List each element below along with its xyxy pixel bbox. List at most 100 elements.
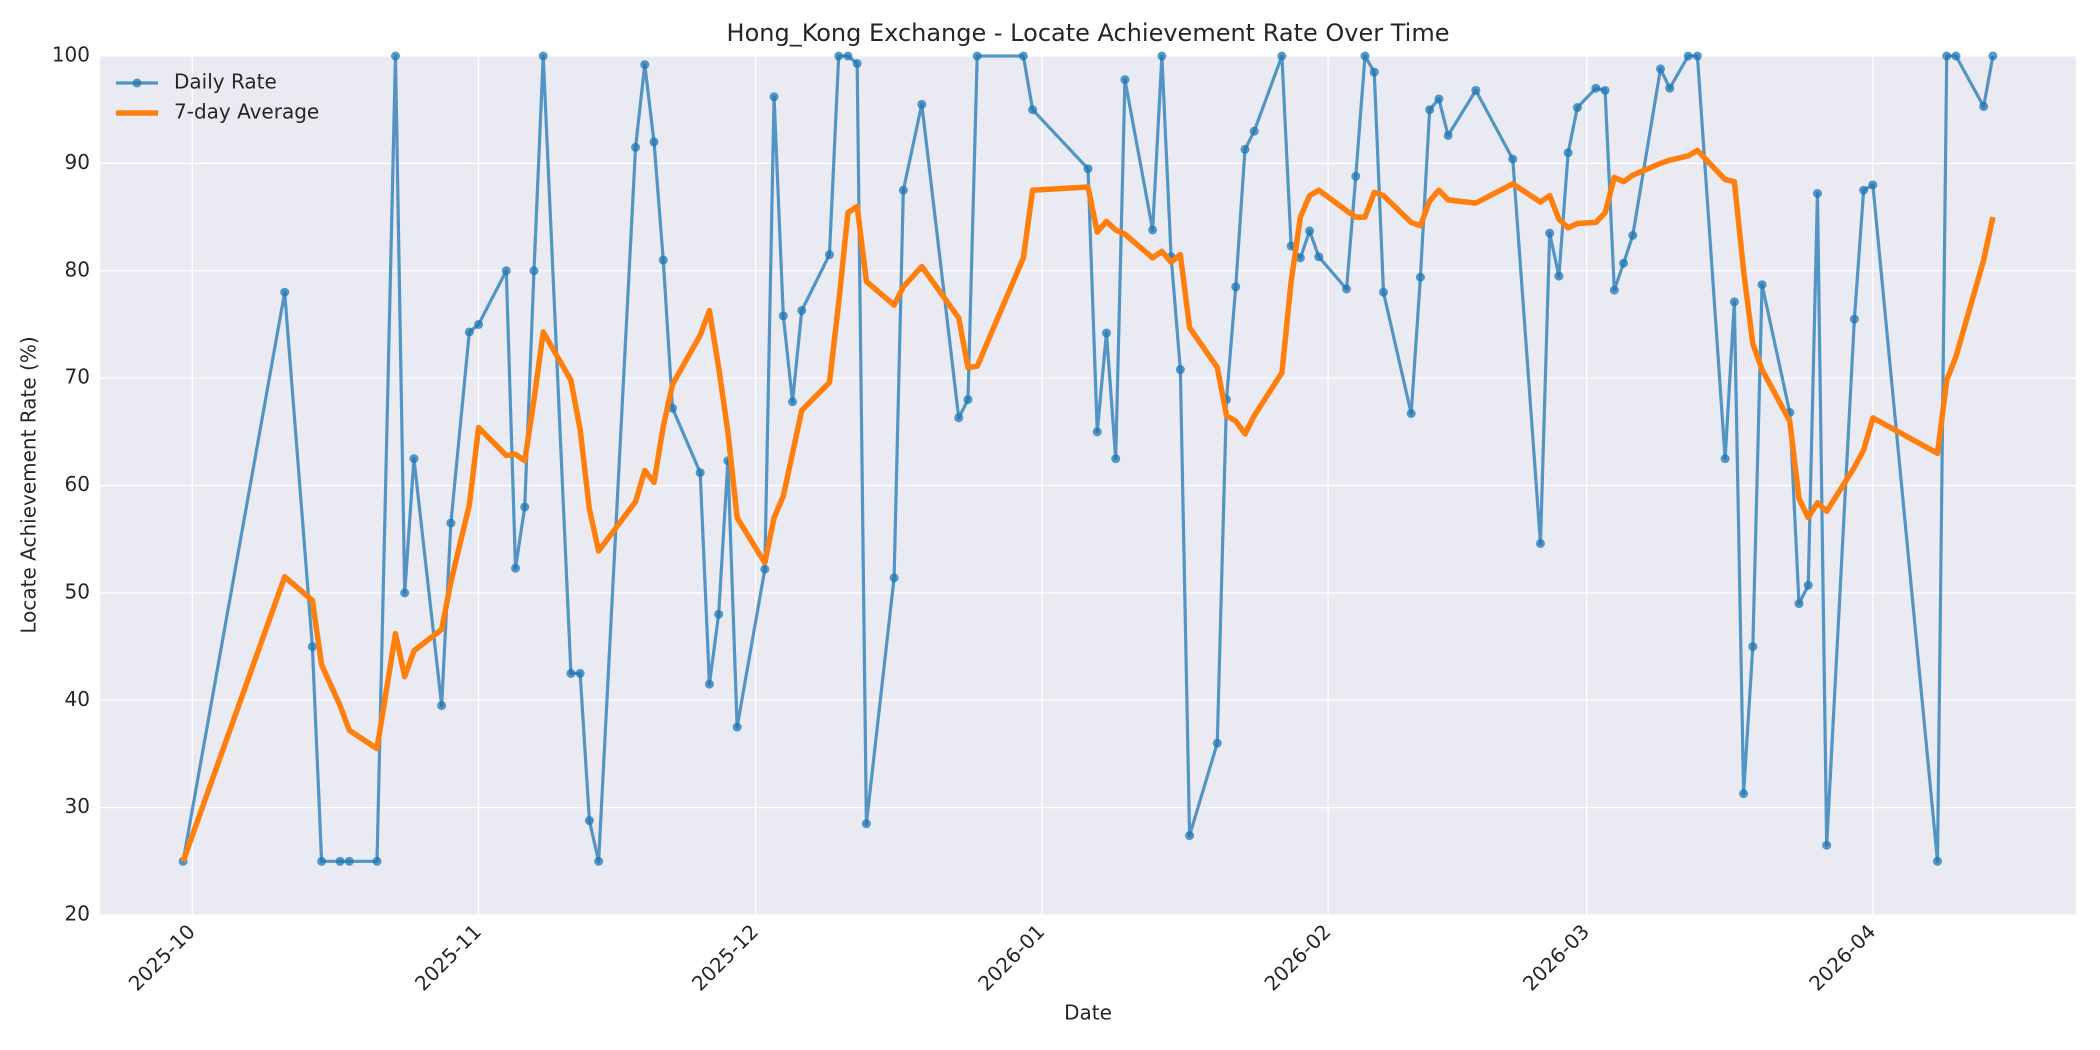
data-point [520,502,530,512]
data-point [1185,831,1195,841]
y-tick-label: 70 [65,365,90,389]
data-point [1868,180,1878,190]
data-point [1572,103,1582,113]
data-point [1406,409,1416,419]
data-point [529,266,539,276]
data-point [1655,64,1665,74]
data-point [1028,105,1038,115]
y-tick-label: 90 [65,150,90,174]
data-point [1369,67,1379,77]
data-point [1305,226,1315,236]
y-tick-label: 30 [65,794,90,818]
x-axis-label: Date [1064,1001,1112,1025]
data-point [1822,840,1832,850]
data-point [1554,271,1564,281]
data-point [474,319,484,329]
y-axis-label: Locate Achievement Rate (%) [17,336,41,633]
data-point [898,185,908,195]
data-point [714,609,724,619]
data-point [834,51,844,61]
y-tick-label: 40 [65,687,90,711]
data-point [889,573,899,583]
data-point [797,305,807,315]
x-tick-label: 2026-04 [1804,919,1880,995]
data-point [437,701,447,711]
data-point [704,679,714,689]
data-point [1988,51,1998,61]
data-point [1803,580,1813,590]
y-tick-label: 20 [65,902,90,926]
data-point [1378,287,1388,297]
data-point [1729,297,1739,307]
legend-label: 7-day Average [174,100,319,124]
x-tick-label: 2026-01 [973,919,1049,995]
data-point [1757,280,1767,290]
data-point [1508,154,1518,164]
y-tick-label: 60 [65,472,90,496]
data-point [1692,51,1702,61]
y-tick-label: 80 [65,257,90,281]
data-point [400,588,410,598]
data-point [1591,83,1601,93]
data-point [695,468,705,478]
data-point [1111,454,1121,464]
data-point [1240,144,1250,154]
data-point [861,819,871,829]
data-point [1351,171,1361,181]
data-point [852,59,862,69]
data-point [1600,85,1610,95]
data-point [1563,148,1573,158]
data-point [1120,75,1130,85]
data-point [538,51,548,61]
data-point [1859,185,1869,195]
data-point [409,454,419,464]
data-point [1979,101,1989,111]
data-point [778,311,788,321]
data-point [843,51,853,61]
data-point [307,642,317,652]
data-point [788,397,798,407]
data-point [1295,253,1305,263]
data-point [1720,454,1730,464]
data-point [390,51,400,61]
data-point [511,563,521,573]
data-point [1942,51,1952,61]
legend-label: Daily Rate [174,70,277,94]
data-point [501,266,511,276]
data-point [649,137,659,147]
data-point [760,564,770,574]
data-point [972,51,982,61]
data-point [446,518,456,528]
data-point [594,856,604,866]
data-point [1425,105,1435,115]
data-point [824,250,834,260]
data-point [1314,252,1324,262]
series-line [180,147,1996,863]
data-point [1739,789,1749,799]
data-point [1101,328,1111,338]
data-point [1360,51,1370,61]
data-point [1175,365,1185,375]
x-tick-label: 2025-11 [410,919,486,995]
data-point [584,816,594,826]
data-point [1545,228,1555,238]
data-point [464,327,474,337]
data-point [1812,188,1822,198]
y-tick-label: 50 [65,579,90,603]
data-point [1619,258,1629,268]
data-point [963,395,973,405]
data-point [1951,51,1961,61]
data-point [1083,164,1093,174]
x-tick-label: 2025-10 [124,919,200,995]
data-point [1249,126,1259,136]
data-point [335,856,345,866]
data-point [566,668,576,678]
data-point [1748,642,1758,652]
y-tick-label: 100 [52,43,90,67]
chart-title: Hong_Kong Exchange - Locate Achievement … [727,19,1450,47]
data-point [1932,856,1942,866]
data-point [575,668,585,678]
data-point [280,287,290,297]
data-point [1212,738,1222,748]
